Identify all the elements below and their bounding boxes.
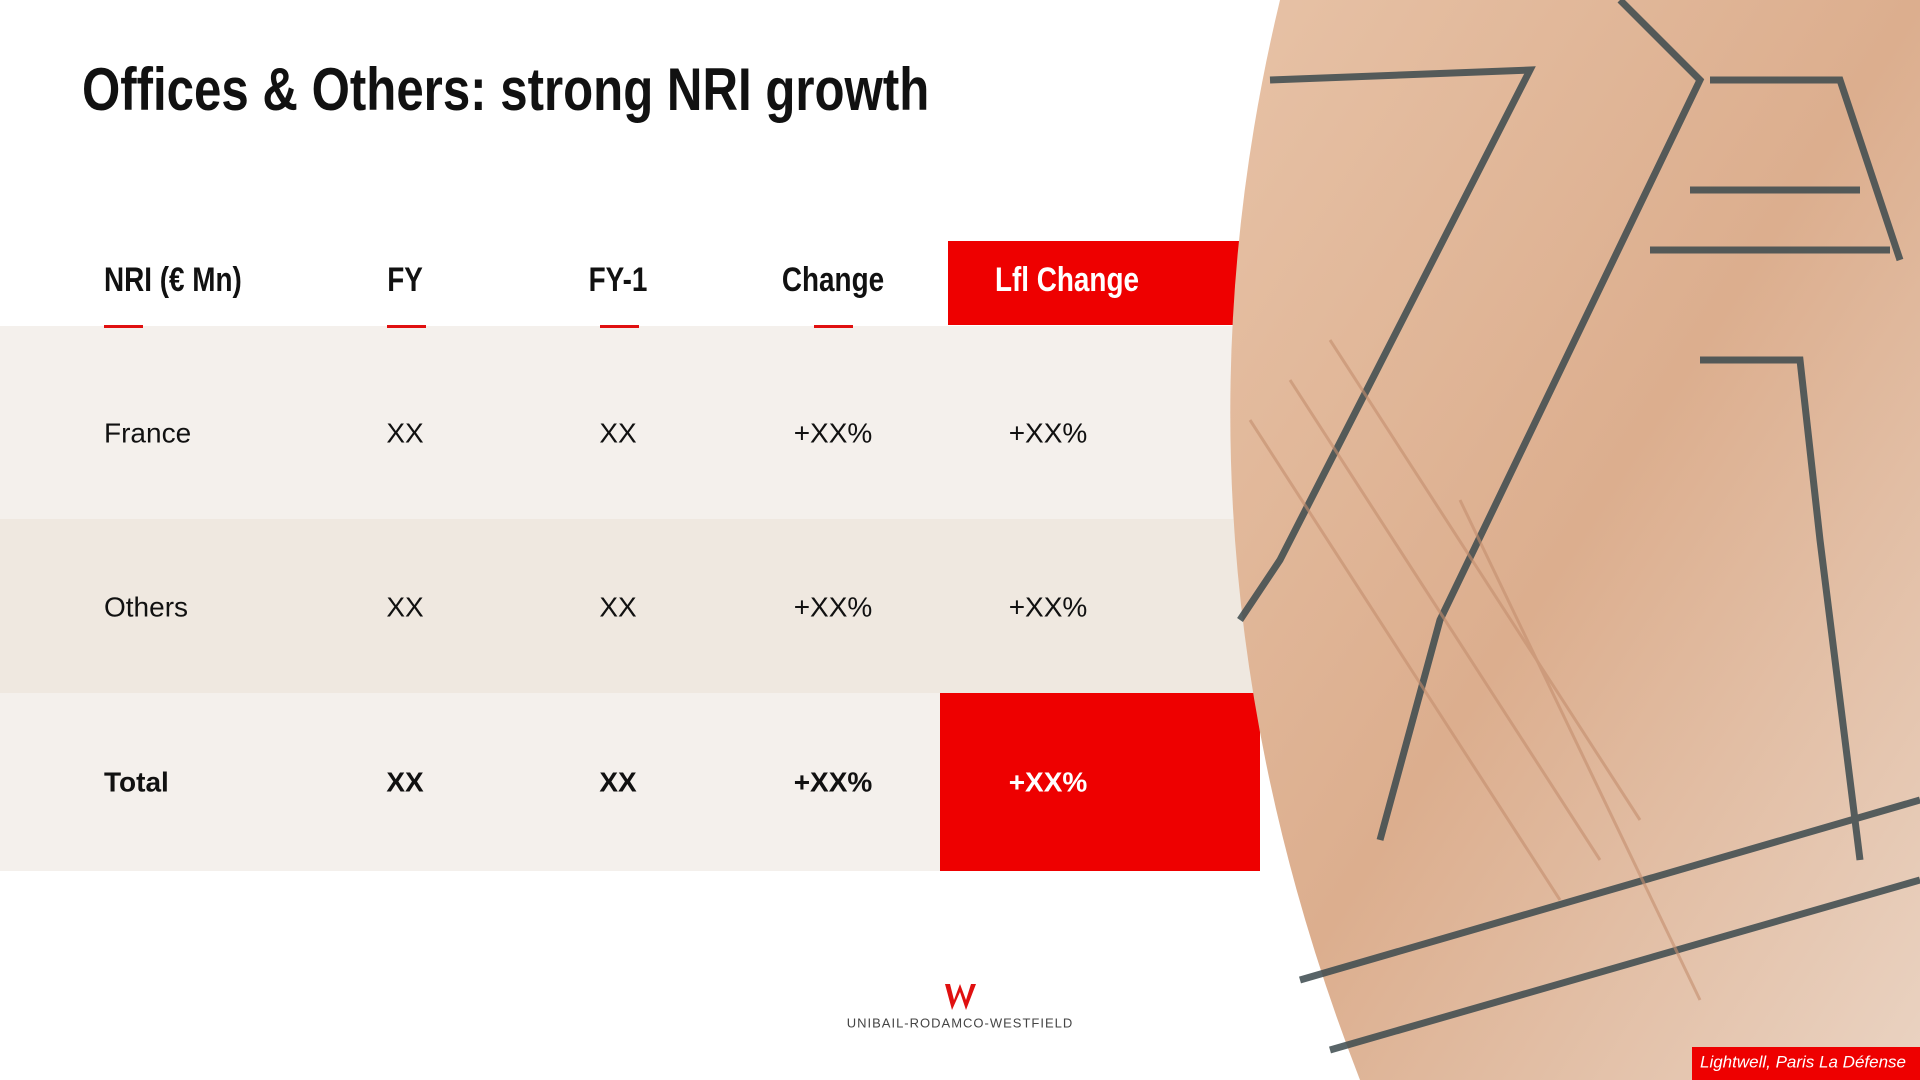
column-header: NRI (€ Mn) — [104, 260, 242, 298]
column-header: FY-1 — [589, 260, 648, 298]
logo-text: UNIBAIL-RODAMCO-WESTFIELD — [847, 1015, 1074, 1030]
column-header: Change — [782, 260, 884, 298]
cell: XX — [599, 766, 637, 797]
cell: +XX% — [1009, 766, 1088, 797]
title: Offices & Others: strong NRI growth — [82, 55, 929, 123]
cell: +XX% — [794, 766, 873, 797]
cell: XX — [599, 591, 637, 622]
caption-box — [1692, 1047, 1920, 1080]
cell: +XX% — [1009, 591, 1088, 622]
photo — [1230, 0, 1920, 1080]
underlines — [104, 325, 853, 328]
logo-mark — [945, 984, 976, 1010]
cell: +XX% — [794, 417, 873, 448]
cell: France — [104, 417, 191, 448]
column-header: Lfl Change — [995, 260, 1139, 298]
cell: +XX% — [1009, 417, 1088, 448]
cell: Total — [104, 766, 169, 797]
cell: XX — [386, 766, 424, 797]
cell: +XX% — [794, 591, 873, 622]
cell: Others — [104, 591, 188, 622]
row-band — [0, 326, 1260, 519]
table: NRI (€ Mn) FY FY-1 Change Lfl Change France XX… — [104, 260, 1139, 797]
highlight-total — [940, 693, 1260, 871]
row-band — [0, 519, 1260, 693]
cell: XX — [599, 417, 637, 448]
column-header: FY — [387, 260, 423, 298]
highlight-header — [948, 241, 1258, 325]
cell: XX — [386, 417, 424, 448]
cell: XX — [386, 591, 424, 622]
caption: Lightwell, Paris La Défense — [1700, 1052, 1906, 1071]
